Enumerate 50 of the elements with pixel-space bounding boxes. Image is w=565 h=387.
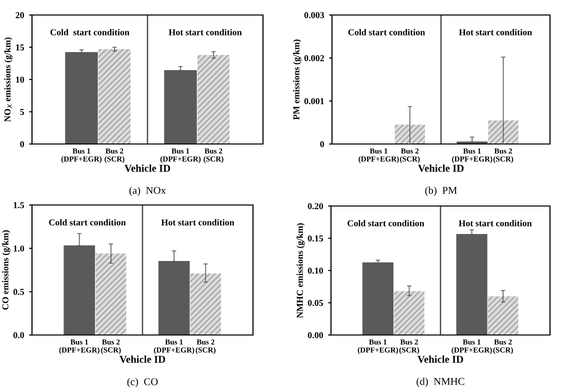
text: (a) NOx xyxy=(129,186,166,196)
bar xyxy=(362,262,394,335)
x-axis-title: Vehicle ID xyxy=(124,164,170,172)
x-axis-title: Vehicle ID xyxy=(418,164,464,172)
annotation: Hot start condition xyxy=(168,28,242,36)
y-tick-label: 0.003 xyxy=(304,12,324,18)
text: (d) NMHC xyxy=(416,378,464,387)
y-tick-label: 0.0 xyxy=(13,332,24,338)
y-tick-label: 20 xyxy=(16,12,24,18)
y-tick-label: 0.001 xyxy=(304,98,324,104)
y-tick-label: 0.002 xyxy=(304,55,324,62)
bar xyxy=(394,124,425,144)
y-tick-label: 0.00 xyxy=(308,332,324,338)
annotation: Cold start condition xyxy=(50,28,130,36)
text: (b) PM xyxy=(425,186,457,196)
annotation: Cold start condition xyxy=(348,28,425,36)
text: (c) CO xyxy=(127,378,158,387)
y-tick-label: 0.15 xyxy=(308,235,324,242)
y-tick-label: 10 xyxy=(16,76,24,83)
y-axis-title: NMHC emissions (g/km) xyxy=(296,223,305,318)
y-tick-label: 0.05 xyxy=(308,300,324,306)
bar xyxy=(190,273,221,335)
y-axis-title: CO emissions (g/km) xyxy=(2,230,10,310)
bar xyxy=(488,296,518,335)
x-axis-title: Vehicle ID xyxy=(418,355,464,363)
y-tick-label: 5 xyxy=(20,108,24,115)
annotation: Hot start condition xyxy=(161,219,234,226)
bar xyxy=(394,291,424,335)
bar xyxy=(488,120,518,144)
y-axis-title: NO$_{X}$ emissions (g/km) xyxy=(4,37,12,122)
y-tick-label: 1.0 xyxy=(14,245,24,252)
bar xyxy=(164,70,197,144)
annotation: Hot start condition xyxy=(459,28,532,36)
y-tick-label: 1.5 xyxy=(14,202,24,208)
annotation: Cold start condition xyxy=(348,220,424,226)
bar xyxy=(197,54,230,144)
y-tick-label: 0 xyxy=(20,141,24,148)
bar xyxy=(456,234,488,335)
y-tick-label: 15 xyxy=(16,44,24,50)
annotation: Hot start condition xyxy=(458,220,532,226)
y-tick-label: 0 xyxy=(320,141,324,148)
x-axis-title: Vehicle ID xyxy=(120,355,166,363)
bar xyxy=(96,254,126,335)
bar xyxy=(98,49,131,144)
y-tick-label: 0.20 xyxy=(308,203,324,210)
bar xyxy=(65,52,98,144)
y-axis-title: PM emissions (g/km) xyxy=(293,40,302,120)
y-tick-label: 0.5 xyxy=(13,288,24,295)
y-tick-label: 0.10 xyxy=(308,268,324,274)
annotation: Cold start condition xyxy=(49,219,126,226)
